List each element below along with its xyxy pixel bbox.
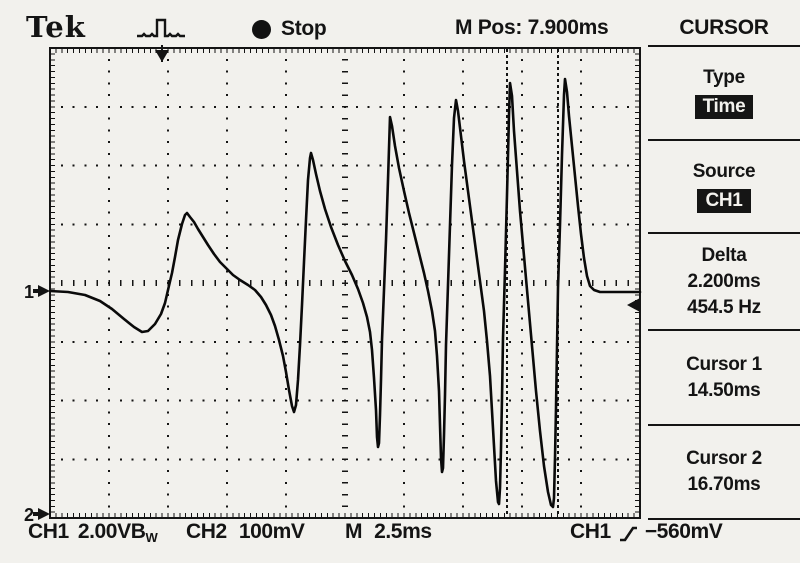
menu-separator xyxy=(648,232,800,234)
m-pos-readout: M Pos: 7.900ms xyxy=(455,16,609,39)
ch2-label: CH2 xyxy=(186,520,227,543)
menu-separator xyxy=(648,329,800,331)
rising-edge-icon xyxy=(619,526,637,541)
ch2-scale: 100mV xyxy=(238,520,305,543)
ch1-readout: CH1 2.00VBW xyxy=(28,520,158,545)
delta-title: Delta xyxy=(701,244,747,266)
softkey-label: Type xyxy=(703,67,745,88)
ch2-ground-marker: 2 xyxy=(24,505,50,522)
ch1-ground-marker: 1 xyxy=(24,282,50,302)
trigger-position-marker[interactable] xyxy=(155,45,169,62)
ch1-label: CH1 xyxy=(28,520,69,543)
softkey-delta-readout[interactable]: Delta 2.200ms 454.5 Hz xyxy=(648,234,800,329)
ch2-readout: CH2 100mV xyxy=(186,520,305,544)
delta-time: 2.200ms xyxy=(687,270,761,292)
menu-title: CURSOR xyxy=(679,16,769,39)
svg-text:1: 1 xyxy=(24,282,34,302)
cursor1-title: Cursor 1 xyxy=(686,353,762,375)
trigger-readout: CH1 −560mV xyxy=(570,520,723,544)
softkey-cursor-2[interactable]: Cursor 2 16.70ms xyxy=(648,426,800,518)
softkey-value: Time xyxy=(694,95,754,119)
timebase-value: 2.5ms xyxy=(374,520,432,543)
trigger-source-label: CH1 xyxy=(570,520,611,543)
stop-status-icon xyxy=(252,19,271,39)
softkey-cursor-type[interactable]: Type Time xyxy=(648,47,800,139)
graticule-border xyxy=(49,47,641,519)
delta-freq: 454.5 Hz xyxy=(687,296,761,318)
softkey-label: Source xyxy=(692,160,756,182)
softkey-cursor-source[interactable]: Source CH1 xyxy=(648,141,800,232)
menu-separator xyxy=(648,518,800,520)
ch1-scale: 2.00VBW xyxy=(77,520,158,545)
timebase-readout: M 2.5ms xyxy=(345,520,432,544)
bw-limit-indicator: BW xyxy=(130,520,158,545)
ch1-waveform-trace xyxy=(48,77,642,509)
trigger-level-value: −560mV xyxy=(644,520,723,543)
acquisition-status: Stop xyxy=(281,17,327,40)
graticule-grid xyxy=(49,47,641,519)
graticule-display: 12 xyxy=(24,45,642,522)
softkey-value: CH1 xyxy=(697,188,751,213)
svg-text:2: 2 xyxy=(24,505,34,522)
softkey-cursor-1[interactable]: Cursor 1 14.50ms xyxy=(648,331,800,424)
menu-separator xyxy=(648,424,800,426)
menu-separator xyxy=(648,139,800,141)
trigger-level-marker[interactable] xyxy=(627,298,640,312)
tek-logo: Tek xyxy=(26,10,86,44)
cursor1-time: 14.50ms xyxy=(687,379,761,401)
trigger-position-icon xyxy=(137,18,185,38)
timebase-label: M xyxy=(345,520,363,543)
cursor2-time: 16.70ms xyxy=(687,474,761,495)
cursor2-title: Cursor 2 xyxy=(686,448,762,469)
menu-separator xyxy=(648,45,800,47)
